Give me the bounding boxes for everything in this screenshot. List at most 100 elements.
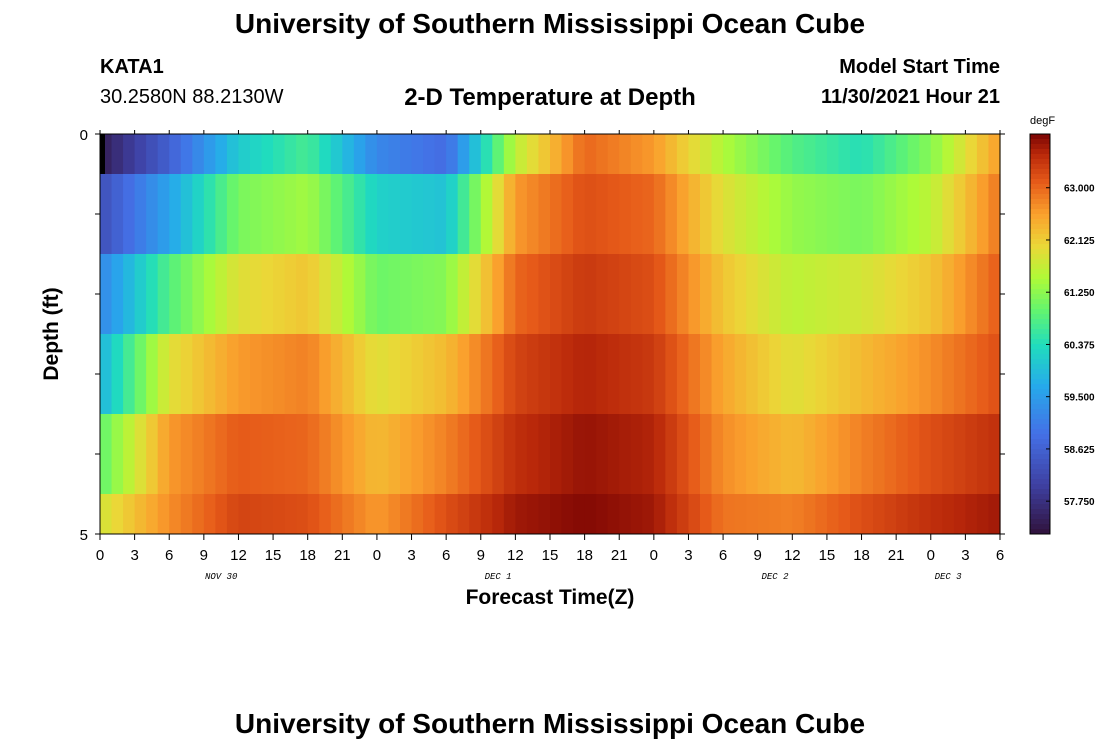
heatmap-cell (469, 494, 482, 534)
heatmap-cell (838, 254, 851, 334)
colorbar-tick-label: 59.500 (1064, 393, 1095, 404)
heatmap-cell (284, 254, 297, 334)
heatmap-cell (365, 134, 378, 174)
heatmap-cell (238, 494, 251, 534)
heatmap-cell (480, 414, 493, 494)
heatmap-cell (642, 494, 655, 534)
heatmap-cell (503, 494, 516, 534)
colorbar-segment (1030, 279, 1050, 285)
colorbar-segment (1030, 469, 1050, 475)
heatmap-cell (400, 414, 413, 494)
heatmap-cell (146, 334, 159, 414)
heatmap-cell (907, 414, 920, 494)
heatmap-cell (146, 254, 159, 334)
y-axis-ticks: 05 (80, 127, 1005, 544)
heatmap-cell (769, 494, 782, 534)
heatmap-cell (815, 494, 828, 534)
heatmap-cell (353, 134, 366, 174)
heatmap-cell (457, 334, 470, 414)
heatmap-cell (746, 134, 759, 174)
heatmap-cell (134, 174, 147, 254)
heatmap-cell (296, 134, 309, 174)
heatmap-cell (261, 254, 274, 334)
x-axis-label: Forecast Time(Z) (466, 586, 635, 609)
heatmap-cell (942, 334, 955, 414)
heatmap-cell (676, 134, 690, 174)
heatmap-cell (884, 334, 897, 414)
heatmap-cell (342, 174, 355, 254)
y-axis-label: Depth (ft) (40, 287, 63, 380)
colorbar-segment (1030, 244, 1050, 250)
heatmap-cell (342, 334, 355, 414)
heatmap-cell (815, 134, 828, 174)
heatmap-cell (757, 494, 770, 534)
heatmap-cell (619, 334, 632, 414)
heatmap-cell (688, 414, 701, 494)
colorbar-segment (1030, 214, 1050, 220)
heatmap-cell (146, 174, 159, 254)
colorbar-segment (1030, 394, 1050, 400)
date-label: DEC 3 (935, 572, 963, 582)
heatmap-cell (873, 254, 886, 334)
heatmap-cell (561, 254, 574, 334)
heatmap-cell (676, 494, 690, 534)
heatmap-cell (353, 254, 366, 334)
heatmap-cell (146, 494, 159, 534)
heatmap-cell (469, 414, 482, 494)
colorbar-segment (1030, 294, 1050, 300)
heatmap-cell (596, 494, 609, 534)
heatmap-cell (665, 494, 678, 534)
heatmap-cell (988, 494, 1001, 534)
heatmap-cell (319, 334, 332, 414)
heatmap-cell (434, 254, 447, 334)
colorbar-segment (1030, 444, 1050, 450)
x-tick-label: 9 (200, 547, 208, 564)
colorbar-segment (1030, 334, 1050, 340)
colorbar-segment (1030, 249, 1050, 255)
heatmap-cell (307, 414, 320, 494)
heatmap-cell (400, 494, 413, 534)
heatmap-cell (365, 494, 378, 534)
colorbar-segment (1030, 474, 1050, 480)
heatmap-cell (850, 254, 863, 334)
colorbar: 57.750 58.625 59.500 60.375 61.250 62.125 63.0… (1029, 133, 1095, 535)
colorbar-segment (1030, 254, 1050, 260)
heatmap-cell (850, 414, 863, 494)
colorbar-segment (1030, 314, 1050, 320)
heatmap-cell (573, 334, 586, 414)
x-tick-label: 6 (719, 547, 727, 564)
heatmap-cell (169, 134, 182, 174)
colorbar-segment (1030, 399, 1050, 405)
heatmap-cell (492, 334, 505, 414)
heatmap-cell (376, 254, 390, 334)
heatmap-cell (826, 254, 840, 334)
colorbar-segment (1030, 239, 1050, 245)
colorbar-segment (1030, 274, 1050, 280)
heatmap-cell (215, 174, 228, 254)
heatmap-cell (238, 334, 251, 414)
heatmap-cell (953, 414, 966, 494)
heatmap-cell (688, 334, 701, 414)
heatmap-cell (538, 494, 551, 534)
heatmap-cell (192, 414, 205, 494)
colorbar-segment (1030, 169, 1050, 175)
colorbar-segment (1030, 419, 1050, 425)
heatmap-cell (769, 134, 782, 174)
heatmap-cell (711, 174, 724, 254)
heatmap-cell (480, 254, 493, 334)
heatmap-cell (411, 134, 424, 174)
colorbar-segment (1030, 344, 1050, 350)
heatmap-cell (376, 174, 390, 254)
x-tick-label: 3 (684, 547, 692, 564)
heatmap-cell (423, 414, 436, 494)
heatmap-cell (665, 254, 678, 334)
heatmap-cell (688, 174, 701, 254)
heatmap-cell (169, 254, 182, 334)
colorbar-segment (1030, 179, 1050, 185)
colorbar-segment (1030, 199, 1050, 205)
heatmap-cell (365, 414, 378, 494)
heatmap-cell (134, 134, 147, 174)
heatmap-cell (653, 334, 666, 414)
heatmap-cell (411, 334, 424, 414)
heatmap-cell (492, 254, 505, 334)
